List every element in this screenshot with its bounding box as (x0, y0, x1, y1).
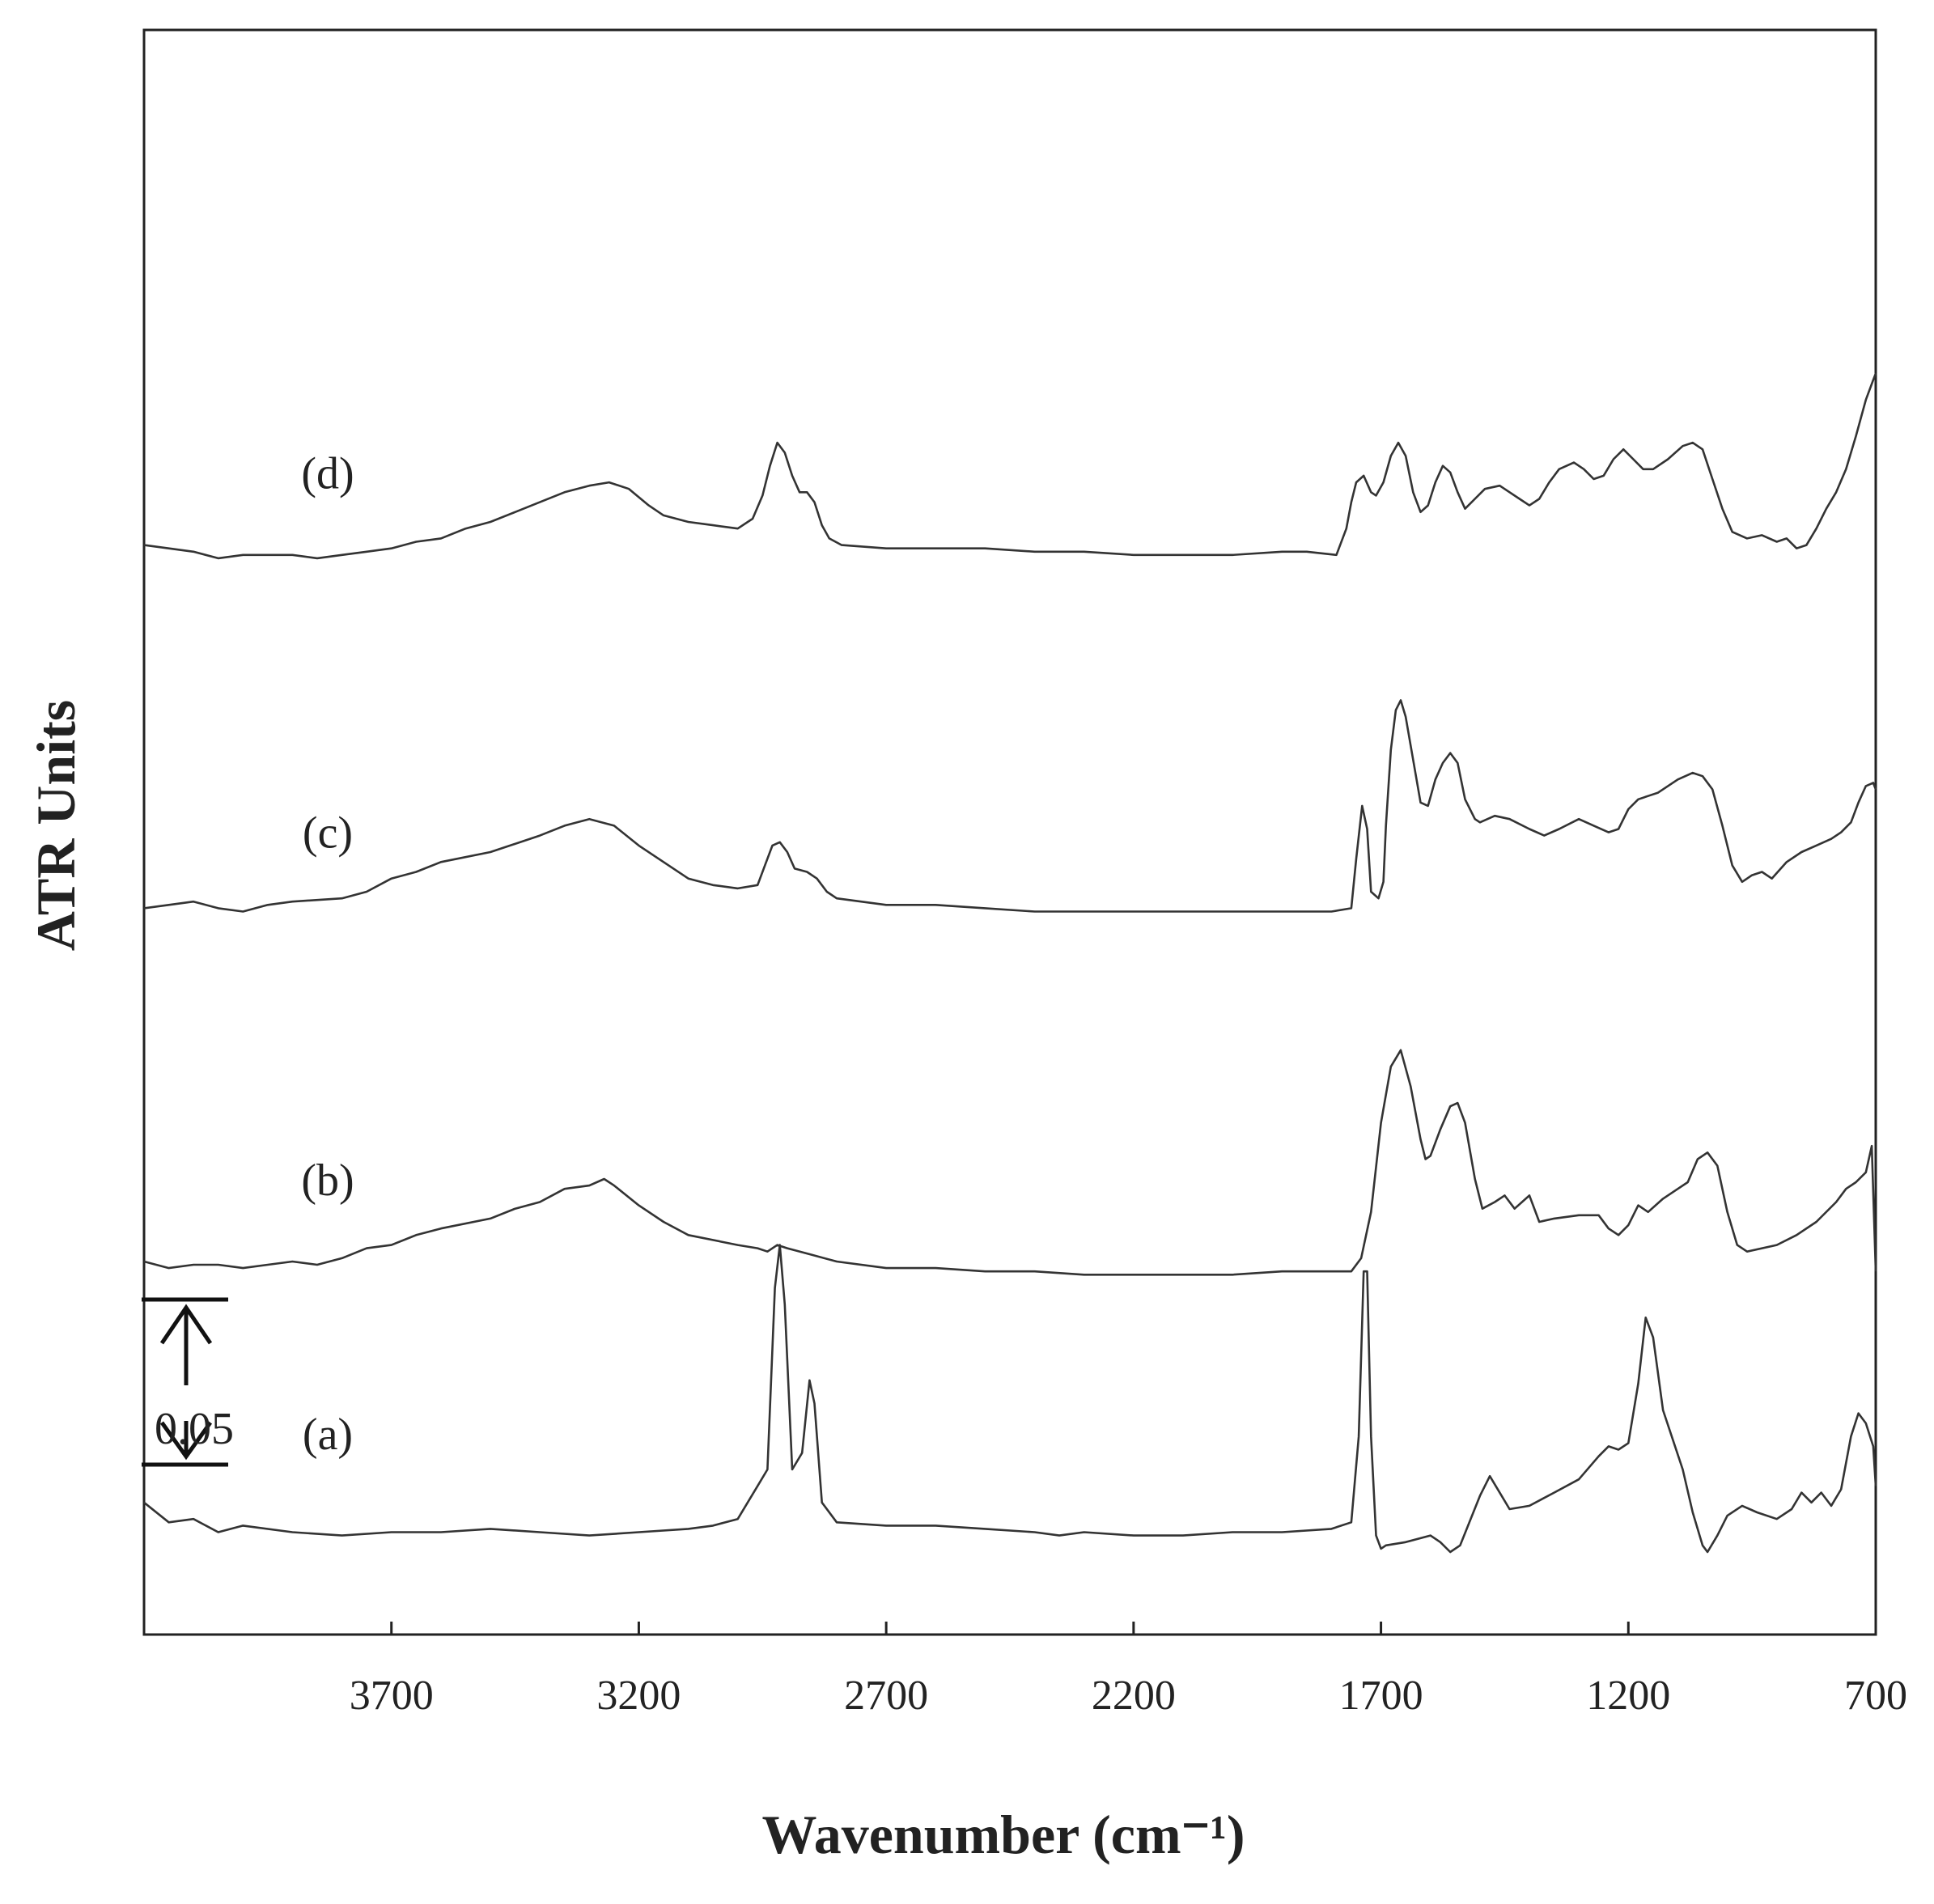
scale-bar: 0.05 (142, 1297, 234, 1467)
x-tick-label: 3200 (596, 1673, 681, 1719)
series-line-1 (143, 1049, 1877, 1276)
x-tick-label: 3700 (350, 1673, 434, 1719)
series-line-2 (143, 699, 1877, 913)
series-group: (a) (b) (c) (d) (143, 372, 1877, 1554)
series-label: (a) (303, 1410, 353, 1460)
plot-frame (142, 28, 1877, 1636)
series-label: (c) (303, 808, 353, 858)
scale-bar-label: 0.05 (155, 1404, 234, 1454)
series-label: (d) (301, 449, 354, 499)
x-tick-label: 2700 (844, 1673, 928, 1719)
scale-bar-down-arrowhead (159, 1421, 213, 1461)
x-tick-label: 1200 (1586, 1673, 1670, 1719)
series-line-3 (143, 372, 1877, 560)
y-axis-title: ATR Units (25, 700, 87, 951)
x-tick-label: 1700 (1339, 1673, 1423, 1719)
series-line-0 (143, 1244, 1877, 1554)
x-axis-title: Wavenumber (cm⁻¹) (761, 1804, 1245, 1865)
scale-bar-up-arrowhead (159, 1304, 213, 1345)
x-axis-ticks: 3700 3200 2700 2200 1700 1200 700 (350, 1622, 1907, 1719)
x-tick-label: 2200 (1092, 1673, 1176, 1719)
x-tick-label: 700 (1844, 1673, 1907, 1719)
series-label: (b) (301, 1156, 354, 1206)
